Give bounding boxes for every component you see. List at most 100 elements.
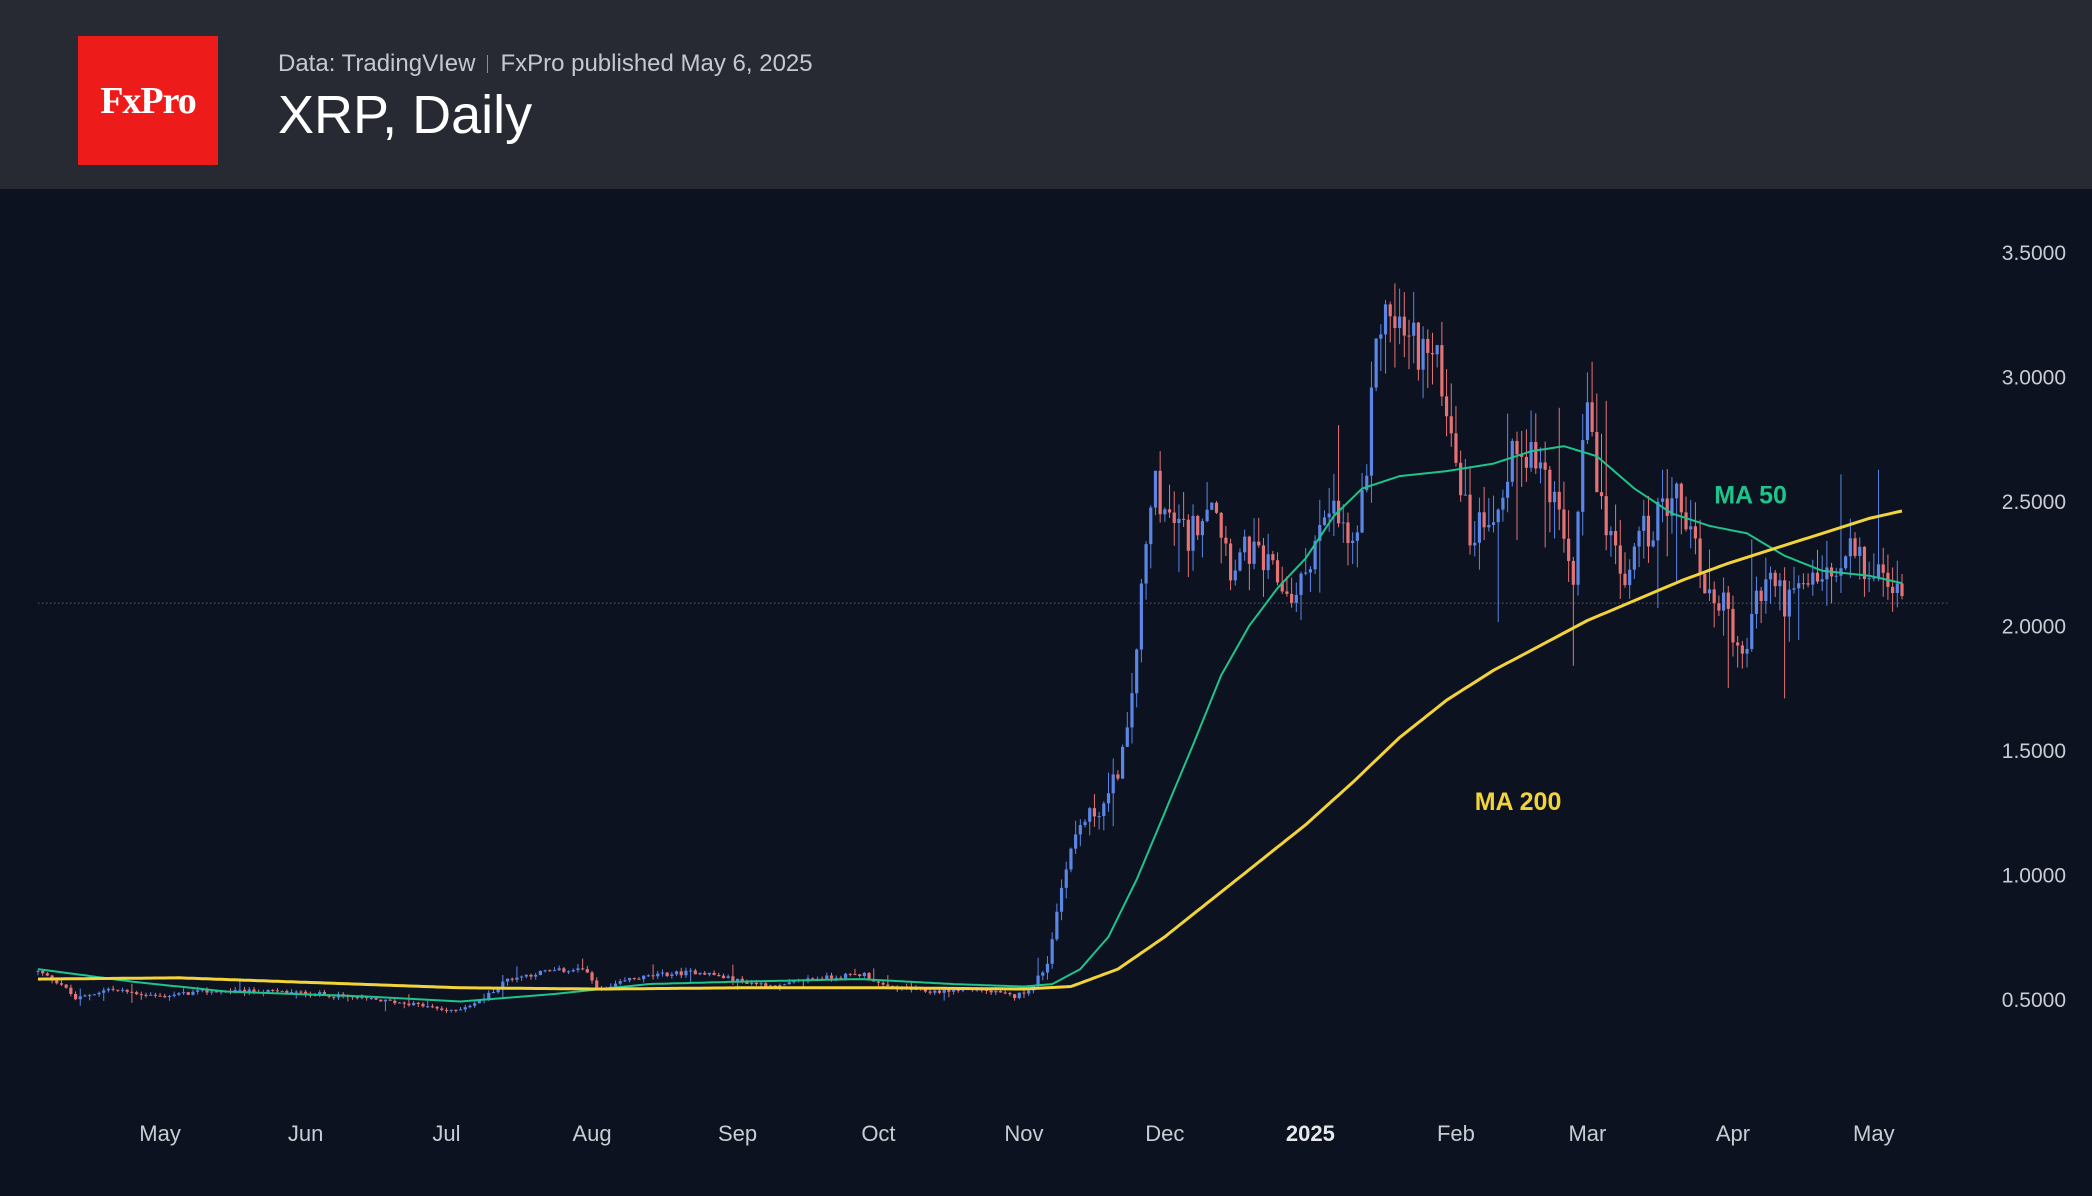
candle-body: [1520, 454, 1524, 457]
candle-body: [1294, 594, 1298, 603]
candle-body: [998, 991, 1003, 993]
candle-body: [144, 994, 148, 996]
candle-body: [937, 990, 942, 993]
candle-body: [1003, 992, 1007, 994]
candle-body: [430, 1006, 434, 1008]
candle-body: [1707, 589, 1712, 594]
fxpro-logo: FxPro: [78, 36, 218, 165]
candle-body: [750, 982, 754, 984]
candle-body: [318, 992, 322, 995]
candle-body: [304, 991, 308, 995]
candle-body: [520, 976, 524, 978]
candle-body: [510, 978, 514, 980]
candle-body: [703, 972, 707, 975]
candle-body: [670, 974, 674, 977]
candle-body: [1111, 774, 1115, 794]
candle-body: [562, 968, 566, 972]
candle-body: [858, 974, 862, 976]
candle-body: [1670, 498, 1674, 516]
candle-body: [1167, 509, 1172, 513]
candle-body: [1224, 537, 1228, 544]
candle-body: [238, 989, 242, 991]
x-tick-label: Mar: [1568, 1121, 1606, 1146]
candle-body: [1510, 440, 1514, 482]
candle-body: [501, 981, 505, 988]
candle-body: [186, 992, 190, 995]
candle-body: [1369, 387, 1374, 476]
candle-body: [397, 1002, 402, 1004]
candle-body: [933, 990, 937, 993]
candle-body: [92, 994, 96, 996]
candle-body: [1304, 572, 1308, 574]
candle-body: [881, 982, 885, 985]
candle-body: [1351, 540, 1355, 543]
candle-body: [1651, 540, 1655, 547]
candle-body: [1548, 469, 1552, 503]
candle-body: [487, 992, 491, 999]
candle-body: [712, 972, 716, 975]
candle-body: [740, 978, 744, 982]
candle-body: [1327, 513, 1331, 518]
candle-body: [1759, 590, 1763, 602]
x-tick-label: Apr: [1716, 1121, 1750, 1146]
candle-body: [1524, 456, 1528, 468]
candle-body: [1717, 603, 1721, 611]
candle-body: [825, 975, 829, 980]
candle-body: [956, 989, 960, 991]
candle-body: [1599, 492, 1604, 497]
candle-body: [754, 982, 758, 985]
candle-body: [83, 995, 87, 997]
candle-body: [1247, 536, 1251, 564]
candle-body: [745, 981, 749, 984]
candle-body: [473, 1003, 477, 1006]
chart-title: XRP, Daily: [278, 85, 533, 145]
candle-body: [214, 991, 219, 993]
candle-body: [1449, 416, 1453, 434]
candle-body: [1116, 774, 1120, 779]
candle-body: [275, 990, 280, 992]
candle-body: [1271, 554, 1275, 561]
candle-body: [172, 994, 176, 996]
candle-body: [1764, 579, 1768, 602]
candle-body: [1745, 648, 1749, 654]
candle-body: [1280, 582, 1284, 592]
candle-body: [1501, 497, 1505, 510]
candle-body: [1285, 591, 1289, 594]
candle-body: [299, 991, 303, 993]
x-tick-label: Feb: [1437, 1121, 1475, 1146]
candle-body: [1858, 546, 1862, 556]
candle-body: [548, 970, 552, 972]
candle-body: [280, 990, 284, 992]
candle-body: [1322, 517, 1327, 526]
candle-body: [1360, 490, 1364, 533]
candle-body: [942, 989, 946, 993]
candle-body: [1491, 522, 1496, 525]
candle-body: [1646, 515, 1651, 547]
candle-body: [1698, 538, 1702, 575]
candle-body: [1468, 494, 1472, 546]
candle-body: [759, 983, 763, 985]
candle-body: [73, 994, 78, 1000]
candle-body: [355, 996, 359, 999]
candle-body: [947, 989, 951, 992]
candle-body: [1426, 338, 1430, 353]
candle-body: [1562, 509, 1566, 539]
candle-body: [684, 970, 688, 976]
candle-body: [1444, 396, 1449, 417]
candle-body: [1787, 589, 1791, 617]
candle-body: [271, 989, 275, 991]
candle-body: [210, 991, 214, 993]
y-tick-label: 2.5000: [2002, 491, 2066, 514]
candle-body: [1022, 992, 1026, 994]
logo-text: FxPro: [100, 79, 197, 122]
y-tick-label: 3.0000: [2002, 367, 2066, 390]
candle-body: [36, 970, 40, 972]
candle-body: [552, 970, 557, 972]
candle-body: [1679, 483, 1683, 513]
candle-body: [862, 972, 866, 976]
candle-body: [1792, 588, 1796, 590]
candle-body: [618, 981, 622, 984]
candle-body: [1783, 580, 1787, 617]
candle-body: [1773, 572, 1777, 587]
candle-body: [219, 991, 223, 993]
